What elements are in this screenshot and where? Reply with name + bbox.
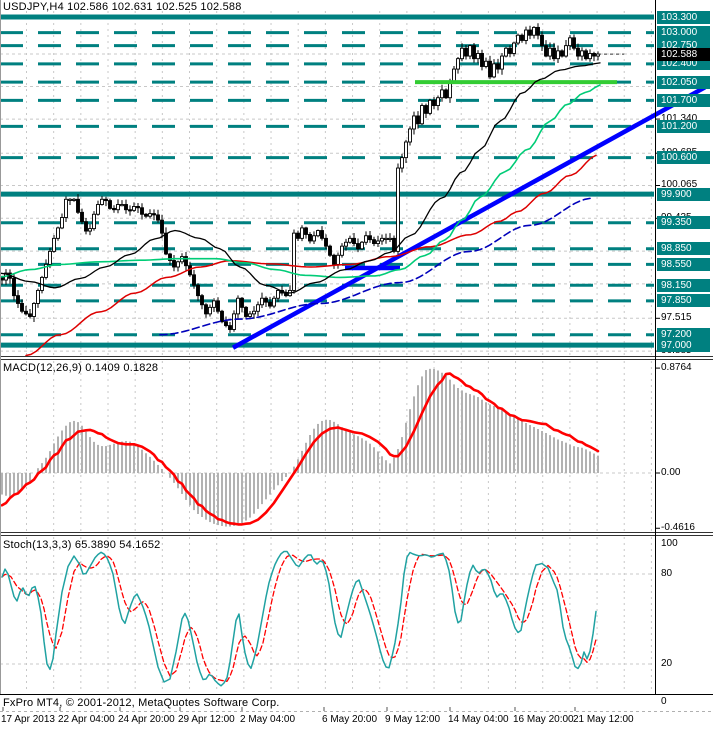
price-level-badge: 98.850 [657, 242, 710, 256]
moving-averages[interactable] [0, 62, 601, 357]
macd-axis-label: 0.00 [661, 467, 681, 478]
price-level-badge: 100.600 [657, 151, 710, 165]
date-axis-label: 14 May 04:00 [448, 714, 509, 725]
current-price-badge: 102.588 [657, 47, 710, 61]
stoch-main-line [1, 550, 597, 687]
stoch-signal-line [1, 553, 597, 682]
price-level-badge: 99.350 [657, 216, 710, 230]
panel-frames [0, 0, 713, 695]
date-axis-label: 22 Apr 04:00 [58, 714, 115, 725]
macd-indicator-label: MACD(12,26,9) 0.1409 0.1828 [3, 362, 159, 374]
price-level-badge: 103.000 [657, 26, 710, 40]
price-level-badge: 97.850 [657, 294, 710, 308]
date-axis[interactable]: 17 Apr 2013 22 Apr 04:00 24 Apr 20:00 29 Ap… [0, 714, 713, 729]
stoch-axis-label: 100 [661, 538, 678, 549]
macd-axis-label: 0.8764 [661, 362, 692, 374]
date-axis-label: 24 Apr 20:00 [118, 714, 175, 725]
chart-title: USDJPY,H4 102.586 102.631 102.525 102.58… [3, 1, 242, 13]
price-level-badge: 103.300 [657, 10, 710, 24]
date-axis-label: 21 May 12:00 [573, 714, 634, 725]
date-axis-label: 17 Apr 2013 [1, 714, 55, 725]
date-axis-label: 6 May 20:00 [322, 714, 378, 725]
date-axis-label: 16 May 20:00 [513, 714, 574, 725]
axis-ticks [2, 118, 660, 711]
price-level-badge: 98.550 [657, 257, 710, 271]
date-axis-label: 2 May 04:00 [240, 714, 296, 725]
ma-black [0, 62, 601, 294]
price-level-badge: 97.200 [657, 328, 710, 342]
price-grid-label: 100.065 [661, 179, 698, 191]
price-level-badge: 99.900 [657, 187, 710, 201]
stoch-axis-label: 20 [661, 658, 673, 669]
price-level-badge: 101.700 [657, 93, 710, 107]
stoch-indicator-label: Stoch(13,3,3) 65.3890 54.1652 [3, 539, 161, 551]
date-axis-label: 9 May 12:00 [385, 714, 441, 725]
price-level-badge: 102.400 [657, 57, 710, 71]
ma-blue-dashed [159, 197, 591, 336]
ma-red [25, 154, 597, 357]
price-level-badge: 97.000 [657, 338, 710, 352]
price-level-badge: 102.050 [657, 75, 710, 89]
date-axis-label: 29 Apr 12:00 [178, 714, 235, 725]
price-level-badge: 101.200 [657, 119, 710, 133]
stoch-axis-label: 0 [661, 696, 667, 707]
macd-axis-label: -0.4616 [661, 522, 695, 534]
ma-green [0, 84, 601, 279]
price-grid-label: 101.340 [661, 113, 698, 125]
stoch-axis-label: 80 [661, 568, 673, 579]
price-grid-label: 97.515 [661, 312, 692, 324]
price-axis[interactable]: 101.340100.685100.06599.43597.51596.8851… [656, 0, 713, 729]
candlestick-series [0, 23, 600, 333]
gridlines [0, 11, 713, 712]
stochastic-lines [1, 550, 597, 687]
copyright-text: FxPro MT4, © 2001-2012, MetaQuotes Softw… [3, 697, 280, 709]
price-level-badge: 98.150 [657, 278, 710, 292]
macd-signal-line [0, 372, 600, 526]
macd-histogram [1, 368, 599, 527]
